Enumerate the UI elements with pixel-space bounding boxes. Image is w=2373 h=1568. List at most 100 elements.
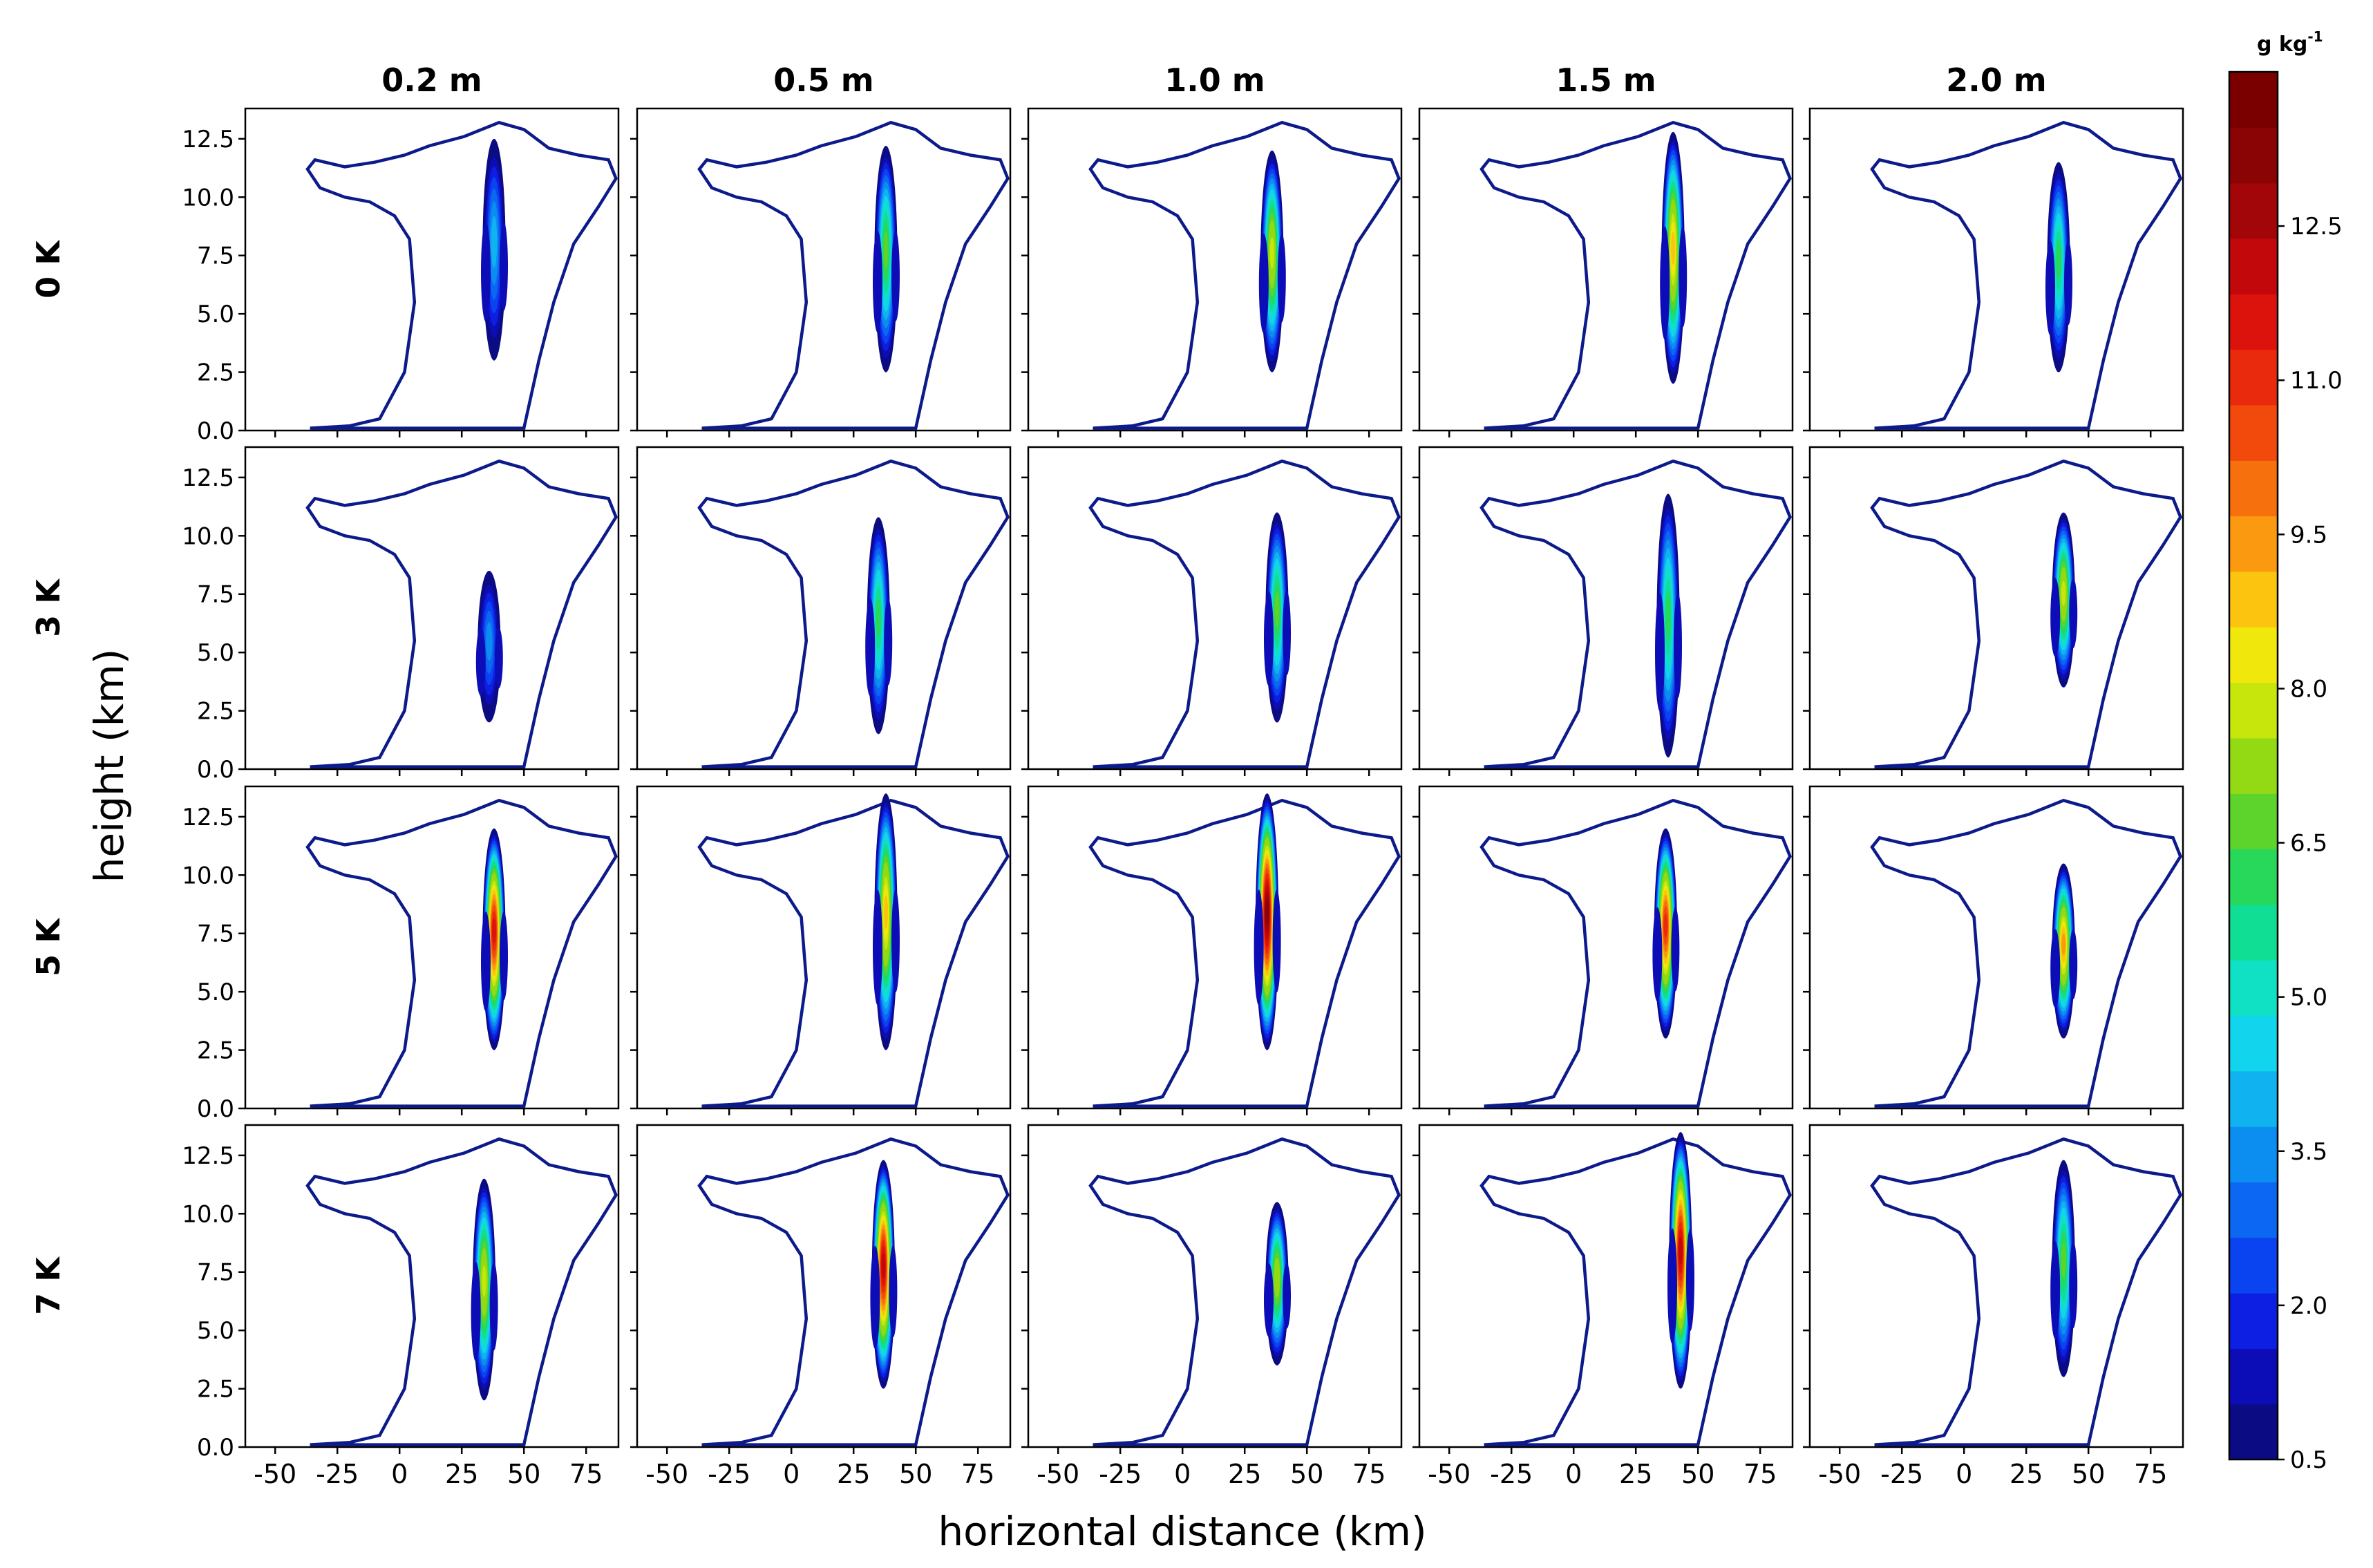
- y-tick-label: 7.5: [197, 920, 234, 948]
- core-side-lobe: [2069, 578, 2078, 648]
- colorbar-tick-label: 2.0: [2290, 1292, 2327, 1320]
- panel-background: [1028, 447, 1401, 769]
- core-side-lobe: [1272, 889, 1281, 993]
- colorbar-segment: [2229, 182, 2278, 239]
- panel-7K-20m: -50 -25 0 25 50 75: [1803, 1124, 2184, 1489]
- colorbar-segment: [2229, 127, 2278, 184]
- cloud-outline-contour: [1088, 459, 1401, 768]
- x-tick-label: 25: [2010, 1459, 2043, 1489]
- y-tick-label: 0.0: [197, 1434, 234, 1462]
- colorbar-segment: [2229, 849, 2278, 905]
- cloud-outline-contour: [1479, 1137, 1792, 1446]
- colorbar-segment: [2229, 1015, 2278, 1072]
- panel-background: [1419, 108, 1793, 431]
- core-contour-level: [1265, 898, 1269, 925]
- core-contour-level: [2061, 580, 2066, 606]
- core-contour-level: [492, 918, 496, 943]
- colorbar-unit-exponent: -1: [2307, 28, 2323, 45]
- core-contour-level: [1274, 592, 1280, 627]
- cloud-outline-contour: [1088, 798, 1401, 1108]
- colorbar-segment: [2229, 349, 2278, 406]
- colorbar-segment: [2229, 294, 2278, 350]
- panel-frame: [636, 1124, 1012, 1448]
- cloud-outline-contour: [1870, 798, 2182, 1108]
- core-side-lobe: [1264, 1263, 1274, 1337]
- colorbar-segment: [2229, 627, 2278, 683]
- row-title: 5 K: [30, 917, 67, 976]
- y-axis-label: height (km): [86, 649, 133, 883]
- x-tick-label: -25: [708, 1459, 750, 1489]
- core-contour-level: [1274, 1265, 1280, 1290]
- core-side-lobe: [1254, 889, 1264, 1005]
- core-side-lobe: [2050, 1241, 2061, 1339]
- panel-frame: [636, 446, 1012, 771]
- panel-background: [1028, 786, 1401, 1108]
- cloud-outline-contour: [305, 1137, 618, 1446]
- core-side-lobe: [891, 230, 900, 321]
- x-tick-label: 25: [445, 1459, 478, 1489]
- panel-5K-10m: [1021, 785, 1403, 1115]
- core-side-lobe: [891, 889, 900, 993]
- panel-3K-15m: [1412, 446, 1794, 776]
- y-tick-label: 0.0: [197, 417, 234, 445]
- core-contour-level: [491, 216, 498, 268]
- panel-background: [245, 447, 618, 769]
- colorbar-tick-label: 3.5: [2290, 1138, 2327, 1166]
- cloud-outline-contour: [305, 120, 618, 430]
- colorbar-segment: [2229, 1182, 2278, 1238]
- core-side-lobe: [2069, 929, 2078, 999]
- colorbar-tick-label: 9.5: [2290, 521, 2327, 549]
- core-contour-level: [1269, 237, 1275, 270]
- x-tick-label: 50: [899, 1459, 932, 1489]
- y-tick-label: 10.0: [182, 1200, 234, 1228]
- panel-background: [245, 1125, 618, 1447]
- colorbar-segment: [2229, 72, 2278, 128]
- core-side-lobe: [865, 598, 876, 697]
- core-side-lobe: [1283, 1263, 1291, 1329]
- panel-frame: [244, 107, 620, 432]
- core-side-lobe: [2069, 1241, 2078, 1329]
- colorbar-segment: [2229, 1404, 2278, 1460]
- panel-grid: 0.2 m 0.5 m 1.0 m 1.5 m 2.0 m 0 K 3 K 5 K 7 K 0.0…: [30, 62, 2184, 1489]
- colorbar-segment: [2229, 960, 2278, 1017]
- core-side-lobe: [2064, 240, 2072, 325]
- core-side-lobe: [1652, 907, 1663, 1002]
- x-tick-label: 50: [507, 1459, 540, 1489]
- colorbar-tick-label: 12.5: [2290, 213, 2343, 240]
- x-tick-label: 25: [1619, 1459, 1652, 1489]
- column-title: 0.5 m: [773, 62, 873, 99]
- colorbar-segment: [2229, 1070, 2278, 1127]
- x-tick-label: 0: [1956, 1459, 1972, 1489]
- panel-frame: [244, 446, 620, 771]
- core-side-lobe: [1679, 226, 1687, 328]
- colorbar-segment: [2229, 571, 2278, 627]
- core-side-lobe: [500, 911, 508, 1001]
- panel-frame: [1027, 1124, 1403, 1448]
- colorbar-segment: [2229, 460, 2278, 517]
- core-contour-level: [2056, 240, 2061, 278]
- core-contour-level: [2061, 933, 2066, 956]
- colorbar-segment: [2229, 1293, 2278, 1349]
- panel-background: [1419, 786, 1793, 1108]
- core-side-lobe: [481, 911, 491, 1012]
- core-side-lobe: [873, 230, 882, 333]
- panel-frame: [1418, 107, 1794, 432]
- panel-background: [1419, 1125, 1793, 1447]
- column-title: 0.2 m: [381, 62, 482, 99]
- y-tick-label: 5.0: [197, 979, 234, 1006]
- panel-5K-05m: [630, 785, 1012, 1115]
- y-tick-label: 10.0: [182, 522, 234, 550]
- panel-frame: [1418, 446, 1794, 771]
- colorbar-unit: g kg-1: [2257, 28, 2323, 57]
- column-title: 1.5 m: [1556, 62, 1656, 99]
- panel-background: [1028, 108, 1401, 431]
- cloud-outline-contour: [305, 798, 618, 1108]
- colorbar-segment: [2229, 793, 2278, 850]
- column-title: 2.0 m: [1946, 62, 2046, 99]
- y-tick-label: 12.5: [182, 126, 234, 153]
- panel-background: [245, 786, 618, 1108]
- panel-background: [1810, 108, 2183, 431]
- colorbar-segment: [2229, 516, 2278, 572]
- colorbar-tick-label: 0.5: [2290, 1446, 2327, 1474]
- panel-background: [637, 786, 1010, 1108]
